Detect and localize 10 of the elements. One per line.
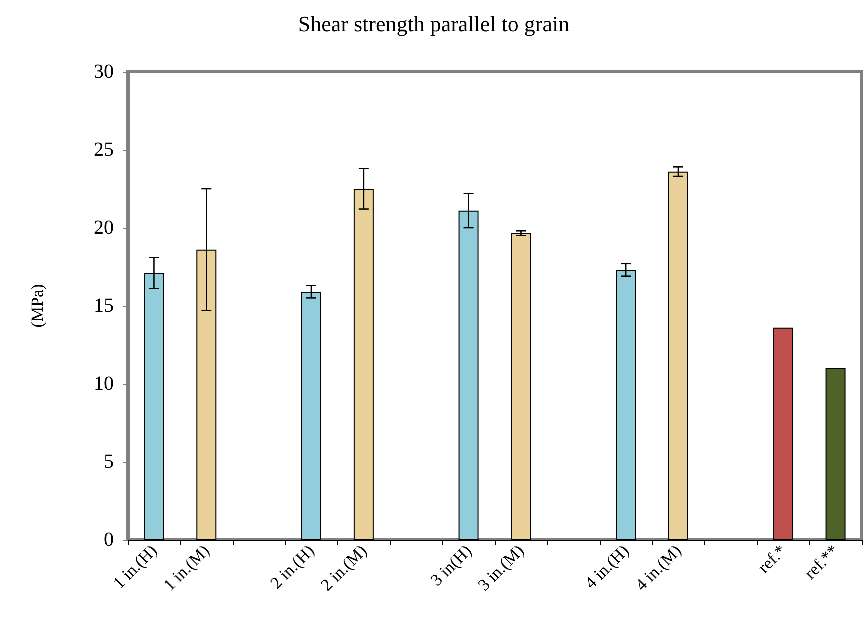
y-tick-label: 10 <box>94 373 114 395</box>
y-tick-label: 20 <box>94 217 114 239</box>
y-tick-label: 25 <box>94 139 114 161</box>
y-tick-label: 0 <box>104 529 114 551</box>
y-tick-label: 5 <box>104 451 114 473</box>
y-tick-label: 30 <box>94 61 114 83</box>
y-tick-label: 15 <box>94 295 114 317</box>
y-axis-title: (MPa) <box>28 284 47 328</box>
chart-title: Shear strength parallel to grain <box>298 12 570 36</box>
x-tick-label: ref.* <box>754 541 790 578</box>
